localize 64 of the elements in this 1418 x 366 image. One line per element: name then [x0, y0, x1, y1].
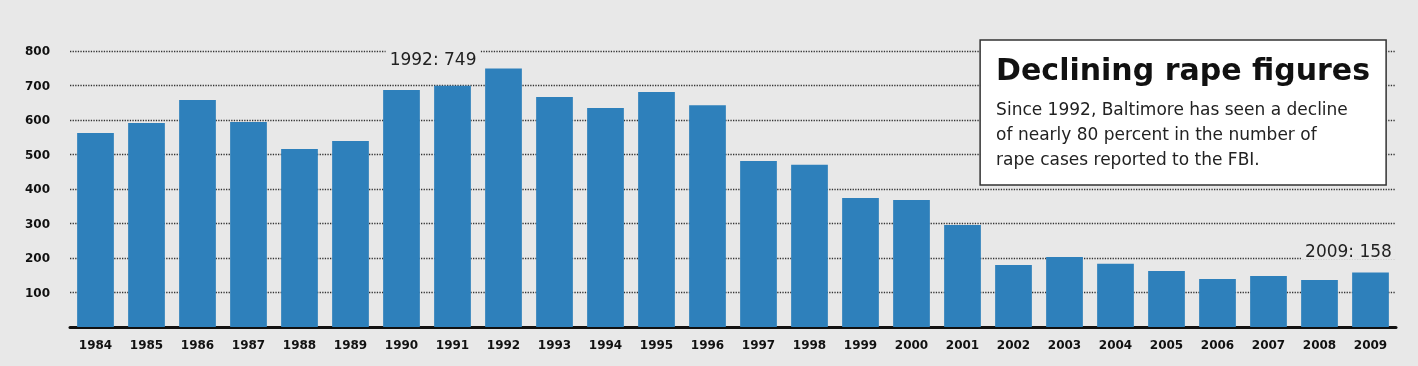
- x-tick-label: 2009: [1353, 338, 1388, 352]
- bar: [995, 264, 1032, 327]
- x-tick-label: 2000: [894, 338, 929, 352]
- bar: [332, 141, 369, 327]
- x-tick-label: 2008: [1302, 338, 1337, 352]
- x-tick-label: 2006: [1200, 338, 1235, 352]
- x-tick-label: 1986: [180, 338, 215, 352]
- y-tick-label: 600: [24, 113, 50, 127]
- y-tick-label: 800: [24, 44, 50, 58]
- bar: [1148, 271, 1185, 327]
- x-tick-label: 1996: [690, 338, 725, 352]
- x-tick-label: 1984: [78, 338, 113, 352]
- x-tick-label: 2002: [996, 338, 1031, 352]
- y-tick-label: 400: [24, 182, 50, 196]
- x-tick-label: 1995: [639, 338, 674, 352]
- bar: [689, 105, 726, 327]
- x-tick-label: 1988: [282, 338, 317, 352]
- x-tick-label: 1991: [435, 338, 470, 352]
- x-tick-label: 1987: [231, 338, 266, 352]
- x-tick-label: 1993: [537, 338, 572, 352]
- bar: [944, 224, 981, 327]
- bar: [893, 200, 930, 327]
- bar: [281, 148, 318, 327]
- y-tick-label: 300: [24, 216, 50, 231]
- bar: [383, 89, 420, 327]
- x-tick-label: 2005: [1149, 338, 1184, 352]
- x-tick-label: 1985: [129, 338, 164, 352]
- x-tick-label: 1999: [843, 338, 878, 352]
- bar: [842, 197, 879, 327]
- bar: [77, 133, 114, 327]
- bar: [587, 107, 624, 327]
- chart-title: Declining rape figures: [996, 51, 1370, 87]
- x-tick-label: 1992: [486, 338, 521, 352]
- bar: [1352, 272, 1389, 327]
- x-tick-label: 2007: [1251, 338, 1286, 352]
- bar: [1199, 279, 1236, 327]
- annotation: 1992: 749: [389, 48, 477, 69]
- bar: [638, 92, 675, 327]
- x-tick-label: 2003: [1047, 338, 1082, 352]
- bar: [230, 122, 267, 327]
- y-tick-label: 700: [24, 78, 50, 93]
- bar: [1097, 263, 1134, 327]
- bar: [128, 123, 165, 327]
- x-tick-label: 1990: [384, 338, 419, 352]
- bar: [536, 96, 573, 327]
- bar: [791, 164, 828, 327]
- x-tick-label: 1989: [333, 338, 368, 352]
- bar: [1250, 275, 1287, 327]
- x-tick-label: 2004: [1098, 338, 1133, 352]
- text: Since 1992, Baltimore has seen a decline of nearly 80 percent in the number of rape cases reported to the FBI.: [996, 98, 1348, 169]
- bar: [740, 161, 777, 327]
- bar: [434, 85, 471, 327]
- bar: [485, 68, 522, 327]
- bar: [1046, 256, 1083, 327]
- bar: [179, 99, 216, 327]
- annotation: 2009: 158: [1305, 240, 1392, 261]
- x-tick-label: 1994: [588, 338, 623, 352]
- y-tick-label: 100: [24, 285, 50, 300]
- y-tick-label: 500: [24, 147, 50, 162]
- x-tick-label: 2001: [945, 338, 980, 352]
- y-tick-label: 200: [24, 251, 50, 265]
- x-tick-label: 1997: [741, 338, 776, 352]
- bar: [1301, 280, 1338, 327]
- x-tick-label: 1998: [792, 338, 827, 352]
